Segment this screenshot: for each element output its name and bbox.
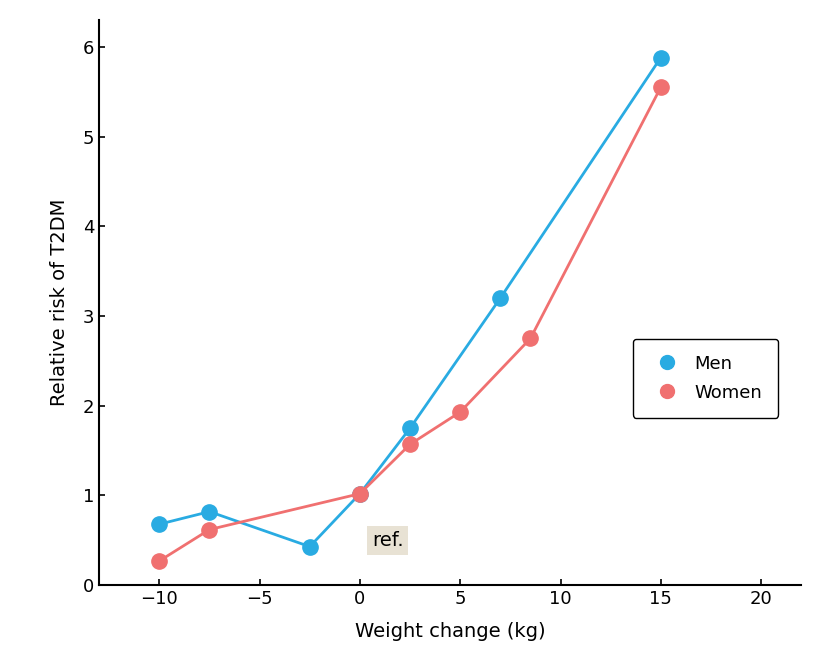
X-axis label: Weight change (kg): Weight change (kg) (355, 622, 545, 641)
Text: ref.: ref. (372, 531, 404, 550)
Legend: Men, Women: Men, Women (633, 338, 778, 418)
Y-axis label: Relative risk of T2DM: Relative risk of T2DM (50, 199, 69, 406)
